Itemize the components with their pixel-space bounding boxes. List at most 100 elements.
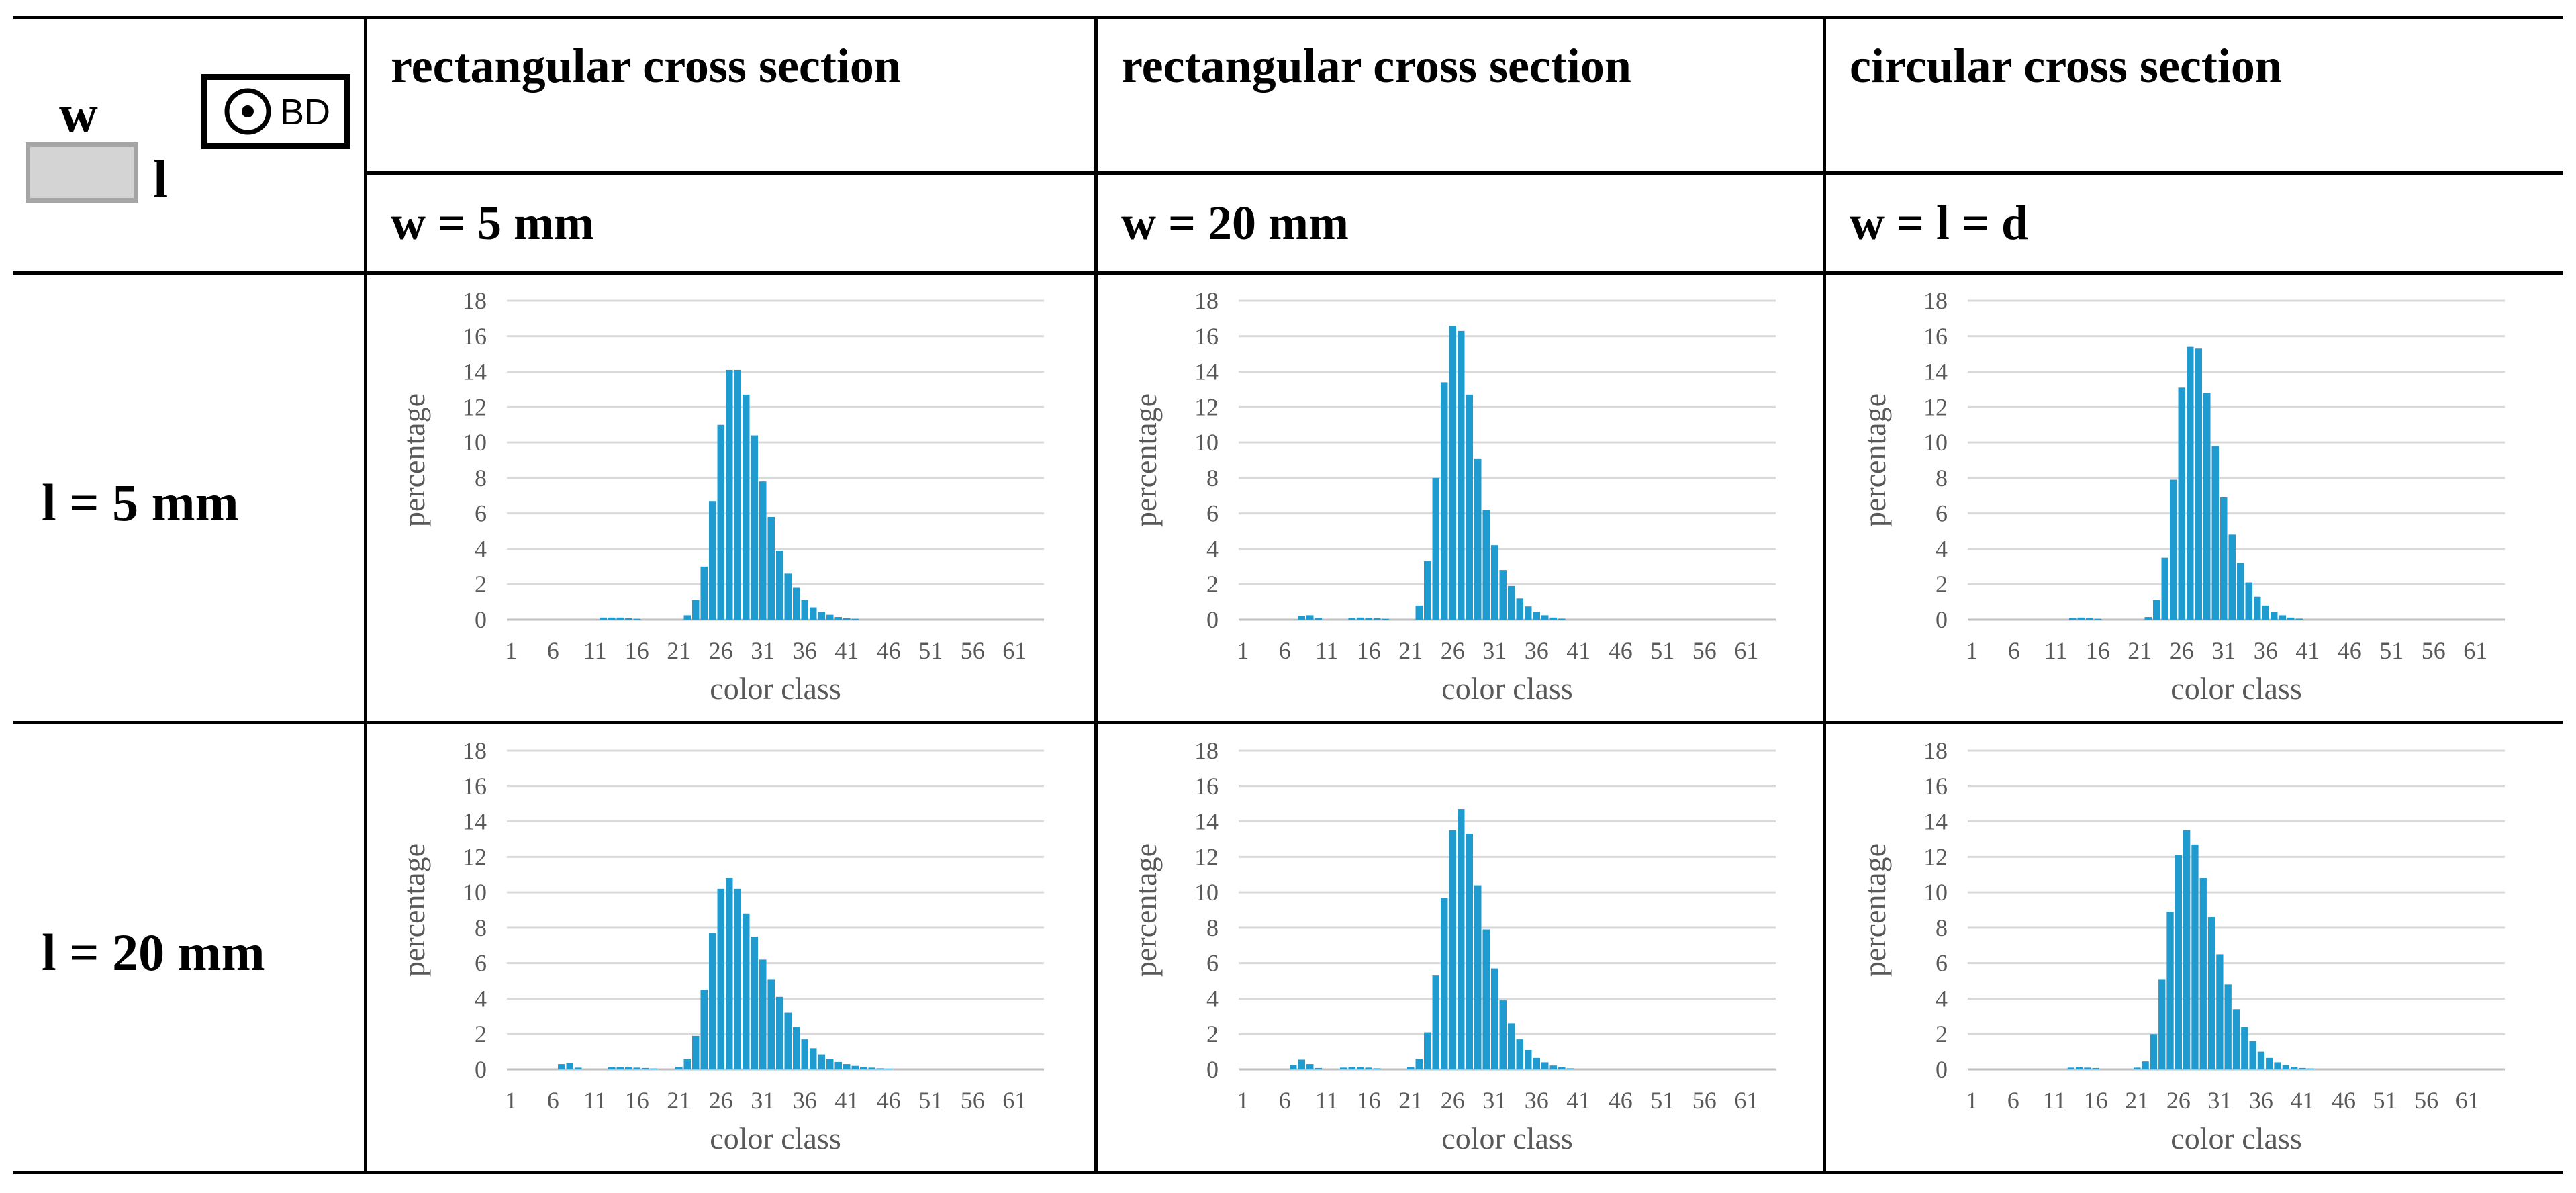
out-of-plane-icon	[224, 88, 271, 135]
bar	[2271, 612, 2278, 620]
bar	[2170, 479, 2177, 620]
bar	[1432, 975, 1439, 1069]
bar	[1306, 1064, 1314, 1069]
bar	[600, 617, 607, 620]
bar	[1566, 1068, 1574, 1069]
bar	[683, 1059, 691, 1069]
bar	[784, 573, 792, 620]
x-axis-title: color class	[710, 671, 841, 706]
bar	[2153, 600, 2160, 620]
bar	[843, 1064, 851, 1069]
bar	[2175, 855, 2182, 1069]
bar	[2295, 618, 2303, 620]
rule-under-header	[13, 271, 2563, 275]
x-tick-label: 41	[2295, 637, 2320, 664]
col-2-title: rectangular cross section	[1121, 39, 1631, 93]
x-tick-label: 51	[918, 1087, 943, 1114]
y-axis-title: percentage	[397, 393, 431, 527]
bar	[2237, 563, 2244, 620]
x-tick-label: 26	[1441, 1087, 1465, 1114]
bar	[2158, 979, 2166, 1069]
bar	[2232, 1009, 2240, 1069]
bar	[2211, 446, 2219, 620]
bar	[1340, 1067, 1347, 1069]
bar	[2183, 830, 2191, 1069]
bar	[726, 369, 733, 620]
bar	[633, 618, 640, 620]
bar	[675, 1067, 683, 1069]
y-tick-label: 4	[475, 535, 487, 562]
x-tick-label: 31	[2207, 1087, 2232, 1114]
bar	[2279, 615, 2286, 620]
bar	[751, 937, 758, 1069]
bar	[1298, 616, 1305, 620]
bar	[608, 1067, 616, 1069]
bar	[1374, 1068, 1381, 1069]
x-tick-label: 26	[2166, 1087, 2191, 1114]
y-tick-label: 6	[475, 500, 487, 527]
bar	[1424, 1032, 1431, 1069]
x-axis-title: color class	[2170, 671, 2301, 706]
x-tick-label: 21	[667, 637, 691, 664]
rule-under-titles	[365, 171, 2563, 175]
x-tick-label: 11	[2044, 637, 2068, 664]
y-tick-label: 4	[1936, 985, 1948, 1012]
x-tick-label: 61	[1734, 1087, 1758, 1114]
x-tick-label: 51	[1650, 1087, 1674, 1114]
y-tick-label: 8	[1206, 914, 1219, 941]
x-tick-label: 1	[505, 637, 517, 664]
y-tick-label: 4	[1936, 535, 1948, 562]
x-tick-label: 51	[1650, 637, 1674, 664]
w-symbol: w	[59, 85, 98, 144]
y-tick-label: 2	[1206, 571, 1219, 598]
bar	[709, 501, 716, 620]
x-tick-label: 36	[2249, 1087, 2273, 1114]
bar	[1474, 885, 1482, 1069]
bar	[1441, 898, 1448, 1069]
y-tick-label: 18	[463, 287, 487, 314]
rule-col-1	[364, 16, 367, 1174]
bar	[2069, 618, 2077, 620]
y-tick-label: 0	[475, 1056, 487, 1083]
x-tick-label: 1	[1966, 1087, 1978, 1114]
col-1-title: rectangular cross section	[391, 39, 901, 93]
bar	[1348, 618, 1355, 620]
y-axis-title: percentage	[1858, 843, 1892, 977]
y-tick-label: 8	[1936, 914, 1948, 941]
x-tick-label: 6	[547, 637, 559, 664]
bar	[2262, 605, 2269, 620]
bar	[2161, 557, 2168, 620]
x-tick-label: 61	[1002, 1087, 1027, 1114]
bar	[1290, 1065, 1297, 1069]
bar	[2287, 617, 2295, 620]
rule-between-rows	[13, 721, 2563, 724]
x-tick-label: 16	[2086, 637, 2110, 664]
bar	[625, 618, 632, 620]
bar	[843, 618, 851, 620]
bar	[826, 1059, 834, 1069]
l-symbol: l	[153, 150, 169, 209]
y-tick-label: 6	[1206, 950, 1219, 977]
bar	[860, 1067, 867, 1069]
bar	[692, 1035, 700, 1069]
bar	[2257, 1051, 2265, 1069]
rule-col-2	[1094, 16, 1098, 1174]
x-tick-label: 46	[2338, 637, 2362, 664]
bar	[2150, 1034, 2158, 1069]
bar	[2195, 348, 2202, 620]
y-tick-label: 16	[1923, 323, 1948, 350]
x-tick-label: 51	[918, 637, 943, 664]
x-tick-label: 6	[547, 1087, 559, 1114]
y-tick-label: 12	[1923, 393, 1948, 420]
x-tick-label: 11	[1315, 1087, 1339, 1114]
x-tick-label: 36	[2254, 637, 2278, 664]
x-tick-label: 26	[709, 637, 733, 664]
bar	[1508, 1023, 1515, 1069]
y-tick-label: 10	[1194, 429, 1219, 456]
y-tick-label: 0	[1206, 1056, 1219, 1083]
x-tick-label: 6	[1279, 637, 1291, 664]
bar	[1348, 1067, 1355, 1069]
cross-section-sample	[26, 142, 138, 203]
bar	[558, 1064, 565, 1069]
x-axis-title: color class	[1441, 671, 1572, 706]
